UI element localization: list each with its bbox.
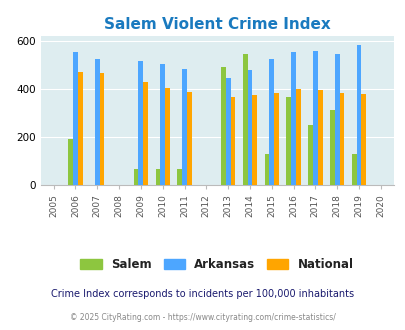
Bar	[100, 73, 104, 185]
Bar	[273, 93, 278, 185]
Bar	[155, 169, 160, 185]
Bar	[329, 110, 334, 185]
Legend: Salem, Arkansas, National: Salem, Arkansas, National	[76, 253, 358, 276]
Bar	[307, 125, 312, 185]
Bar	[73, 52, 78, 185]
Bar	[133, 169, 138, 185]
Bar	[269, 59, 273, 185]
Bar	[220, 67, 225, 185]
Bar	[264, 154, 269, 185]
Bar	[242, 53, 247, 185]
Bar	[339, 93, 343, 185]
Bar	[225, 78, 230, 185]
Bar	[334, 54, 339, 185]
Bar	[138, 61, 143, 185]
Bar	[68, 139, 73, 185]
Bar	[252, 95, 256, 185]
Title: Salem Violent Crime Index: Salem Violent Crime Index	[104, 17, 330, 32]
Bar	[177, 169, 182, 185]
Bar	[356, 45, 360, 185]
Bar	[160, 64, 165, 185]
Bar	[143, 82, 148, 185]
Bar	[290, 52, 295, 185]
Bar	[95, 59, 100, 185]
Bar	[230, 97, 235, 185]
Bar	[295, 89, 300, 185]
Bar	[182, 69, 186, 185]
Bar	[317, 90, 322, 185]
Text: Crime Index corresponds to incidents per 100,000 inhabitants: Crime Index corresponds to incidents per…	[51, 289, 354, 299]
Bar	[78, 72, 83, 185]
Bar	[186, 92, 191, 185]
Text: © 2025 CityRating.com - https://www.cityrating.com/crime-statistics/: © 2025 CityRating.com - https://www.city…	[70, 313, 335, 322]
Bar	[312, 51, 317, 185]
Bar	[286, 97, 290, 185]
Bar	[247, 70, 252, 185]
Bar	[360, 94, 365, 185]
Bar	[351, 154, 356, 185]
Bar	[165, 88, 169, 185]
